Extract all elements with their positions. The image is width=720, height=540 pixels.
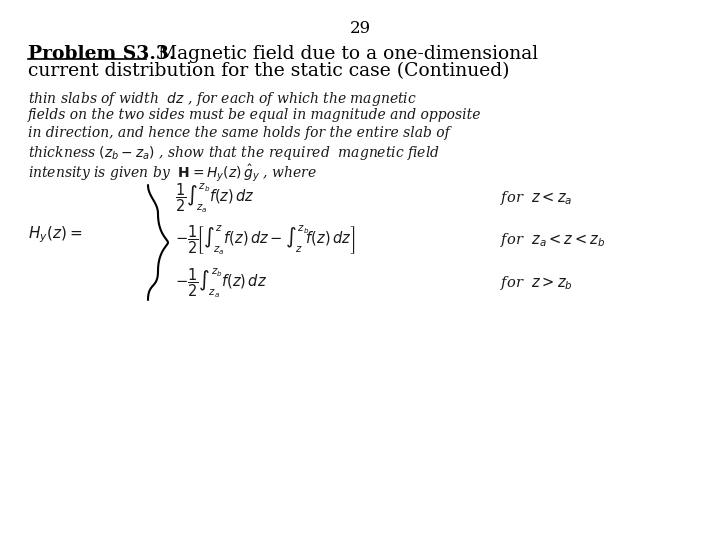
Text: Problem S3.3.: Problem S3.3. bbox=[28, 45, 176, 63]
Text: intensity is given by  $\mathbf{H} = H_y(z)\,\hat{g}_y$ , where: intensity is given by $\mathbf{H} = H_y(… bbox=[28, 162, 317, 184]
Text: 29: 29 bbox=[349, 20, 371, 37]
Text: $-\dfrac{1}{2}\!\left[\int_{z_a}^{z} f(z)\,dz - \int_{z}^{z_b}\!f(z)\,dz\right]$: $-\dfrac{1}{2}\!\left[\int_{z_a}^{z} f(z… bbox=[175, 224, 356, 256]
Text: $H_y(z) =$: $H_y(z) =$ bbox=[28, 225, 82, 245]
Text: thickness $(z_b - z_a)$ , show that the required  magnetic field: thickness $(z_b - z_a)$ , show that the … bbox=[28, 144, 440, 162]
Text: for  $z > z_b$: for $z > z_b$ bbox=[500, 274, 572, 292]
Text: $\dfrac{1}{2}\int_{z_a}^{z_b} f(z)\,dz$: $\dfrac{1}{2}\int_{z_a}^{z_b} f(z)\,dz$ bbox=[175, 181, 255, 214]
Text: current distribution for the static case (Continued): current distribution for the static case… bbox=[28, 62, 510, 80]
Text: for  $z < z_a$: for $z < z_a$ bbox=[500, 189, 572, 207]
Text: fields on the two sides must be equal in magnitude and opposite: fields on the two sides must be equal in… bbox=[28, 108, 482, 122]
Text: in direction, and hence the same holds for the entire slab of: in direction, and hence the same holds f… bbox=[28, 126, 450, 140]
Text: thin slabs of width  $dz$ , for each of which the magnetic: thin slabs of width $dz$ , for each of w… bbox=[28, 90, 417, 108]
Text: for  $z_a < z < z_b$: for $z_a < z < z_b$ bbox=[500, 231, 605, 249]
Text: Magnetic field due to a one-dimensional: Magnetic field due to a one-dimensional bbox=[146, 45, 538, 63]
Text: $-\dfrac{1}{2}\int_{z_a}^{z_b} f(z)\,dz$: $-\dfrac{1}{2}\int_{z_a}^{z_b} f(z)\,dz$ bbox=[175, 266, 267, 300]
